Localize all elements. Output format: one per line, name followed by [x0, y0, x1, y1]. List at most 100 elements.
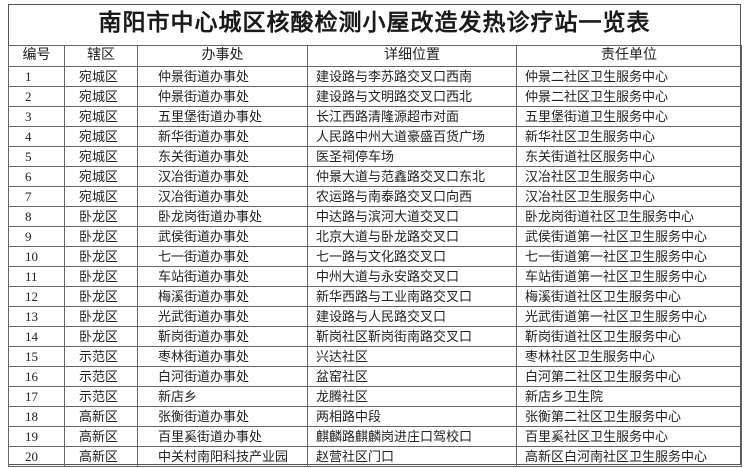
cell-number: 9 [8, 226, 65, 247]
cell-location: 北京大道与卧龙路交叉口 [307, 226, 517, 247]
cell-number: 10 [8, 246, 65, 267]
table-row: 12 卧龙区 梅溪街道办事处 新华西路与工业南路交叉口 梅溪街道社区卫生服务中心 [8, 286, 742, 307]
cell-responsible-unit: 张衡第二社区卫生服务中心 [516, 406, 742, 427]
cell-responsible-unit: 仲景二社区卫生服务中心 [516, 86, 742, 107]
cell-number: 5 [8, 146, 65, 167]
cell-location: 医圣祠停车场 [307, 146, 517, 167]
header-responsible-unit: 责任单位 [516, 45, 742, 67]
cell-location: 龙腾社区 [307, 386, 517, 407]
cell-responsible-unit: 高新区白河南社区卫生服务中心 [516, 446, 742, 467]
cell-office: 武侯街道办事处 [137, 226, 308, 247]
cell-office: 百里奚街道办事处 [137, 426, 308, 447]
cell-district: 卧龙区 [64, 226, 138, 247]
cell-responsible-unit: 靳岗街道社区卫生服务中心 [516, 326, 742, 347]
cell-location: 人民路中州大道豪盛百货广场 [307, 126, 517, 147]
cell-responsible-unit: 仲景二社区卫生服务中心 [516, 66, 742, 87]
table-header-row: 编号 辖区 办事处 详细位置 责任单位 [8, 45, 742, 67]
cell-office: 汉冶街道办事处 [137, 166, 308, 187]
cell-office: 车站街道办事处 [137, 266, 308, 287]
cell-office: 五里堡街道办事处 [137, 106, 308, 127]
cell-office: 枣林街道办事处 [137, 346, 308, 367]
table-row: 7 宛城区 汉冶街道办事处 农运路与南泰路交叉口向西 汉冶社区卫生服务中心 [8, 186, 742, 207]
cell-office: 卧龙岗街道办事处 [137, 206, 308, 227]
cell-district: 卧龙区 [64, 266, 138, 287]
cell-office: 七一街道办事处 [137, 246, 308, 267]
cell-location: 靳岗社区靳岗街南路交叉口 [307, 326, 517, 347]
cell-number: 11 [8, 266, 65, 287]
cell-office: 新店乡 [137, 386, 308, 407]
cell-location: 两相路中段 [307, 406, 517, 427]
cell-responsible-unit: 梅溪街道社区卫生服务中心 [516, 286, 742, 307]
cell-number: 12 [8, 286, 65, 307]
cell-number: 6 [8, 166, 65, 187]
stations-table: 编号 辖区 办事处 详细位置 责任单位 1 宛城区 仲景街道办事处 建设路与李苏路交叉… [8, 45, 742, 467]
cell-location: 赵营社区门口 [307, 446, 517, 467]
table-row: 5 宛城区 东关街道办事处 医圣祠停车场 东关街道社区服务中心 [8, 146, 742, 167]
cell-district: 宛城区 [64, 66, 138, 87]
cell-number: 20 [8, 446, 65, 467]
cell-district: 卧龙区 [64, 246, 138, 267]
cell-responsible-unit: 五里堡街道卫生服务中心 [516, 106, 742, 127]
header-location: 详细位置 [307, 45, 517, 67]
table-row: 10 卧龙区 七一街道办事处 七一路与文化路交叉口 七一街道第一社区卫生服务中心 [8, 246, 742, 267]
header-district: 辖区 [64, 45, 138, 67]
cell-office: 梅溪街道办事处 [137, 286, 308, 307]
cell-number: 17 [8, 386, 65, 407]
cell-location: 中州大道与永安路交叉口 [307, 266, 517, 287]
table-row: 1 宛城区 仲景街道办事处 建设路与李苏路交叉口西南 仲景二社区卫生服务中心 [8, 66, 742, 87]
cell-office: 靳岗街道办事处 [137, 326, 308, 347]
cell-responsible-unit: 武侯街道第一社区卫生服务中心 [516, 226, 742, 247]
cell-number: 1 [8, 66, 65, 87]
cell-district: 宛城区 [64, 146, 138, 167]
cell-responsible-unit: 新店乡卫生院 [516, 386, 742, 407]
table-row: 9 卧龙区 武侯街道办事处 北京大道与卧龙路交叉口 武侯街道第一社区卫生服务中心 [8, 226, 742, 247]
cell-location: 仲景大道与范鑫路交叉口东北 [307, 166, 517, 187]
cell-district: 卧龙区 [64, 206, 138, 227]
cell-district: 宛城区 [64, 186, 138, 207]
cell-number: 13 [8, 306, 65, 327]
cell-number: 3 [8, 106, 65, 127]
cell-number: 19 [8, 426, 65, 447]
cell-responsible-unit: 汉冶社区卫生服务中心 [516, 186, 742, 207]
cell-responsible-unit: 卧龙岗街道社区卫生服务中心 [516, 206, 742, 227]
cell-office: 仲景街道办事处 [137, 86, 308, 107]
table-row: 4 宛城区 新华街道办事处 人民路中州大道豪盛百货广场 新华社区卫生服务中心 [8, 126, 742, 147]
table-row: 19 高新区 百里奚街道办事处 麒麟路麒麟岗进庄口驾校口 百里奚社区卫生服务中心 [8, 426, 742, 447]
table-row: 8 卧龙区 卧龙岗街道办事处 中达路与滨河大道交叉口 卧龙岗街道社区卫生服务中心 [8, 206, 742, 227]
cell-number: 4 [8, 126, 65, 147]
cell-district: 宛城区 [64, 86, 138, 107]
cell-district: 示范区 [64, 386, 138, 407]
table-row: 6 宛城区 汉冶街道办事处 仲景大道与范鑫路交叉口东北 汉冶社区卫生服务中心 [8, 166, 742, 187]
cell-number: 7 [8, 186, 65, 207]
table-row: 17 示范区 新店乡 龙腾社区 新店乡卫生院 [8, 386, 742, 407]
cell-district: 高新区 [64, 406, 138, 427]
cell-location: 中达路与滨河大道交叉口 [307, 206, 517, 227]
cell-district: 示范区 [64, 366, 138, 387]
cell-responsible-unit: 七一街道第一社区卫生服务中心 [516, 246, 742, 267]
cell-responsible-unit: 东关街道社区服务中心 [516, 146, 742, 167]
cell-district: 宛城区 [64, 106, 138, 127]
page-title: 南阳市中心城区核酸检测小屋改造发热诊疗站一览表 [98, 10, 651, 36]
header-number: 编号 [8, 45, 65, 67]
cell-number: 2 [8, 86, 65, 107]
table-row: 2 宛城区 仲景街道办事处 建设路与文明路交叉口西北 仲景二社区卫生服务中心 [8, 86, 742, 107]
cell-district: 卧龙区 [64, 306, 138, 327]
cell-district: 示范区 [64, 346, 138, 367]
cell-location: 建设路与文明路交叉口西北 [307, 86, 517, 107]
cell-number: 18 [8, 406, 65, 427]
cell-office: 汉冶街道办事处 [137, 186, 308, 207]
cell-location: 建设路与人民路交叉口 [307, 306, 517, 327]
cell-location: 农运路与南泰路交叉口向西 [307, 186, 517, 207]
cell-district: 卧龙区 [64, 326, 138, 347]
cell-location: 盆窑社区 [307, 366, 517, 387]
table-row: 14 卧龙区 靳岗街道办事处 靳岗社区靳岗街南路交叉口 靳岗街道社区卫生服务中心 [8, 326, 742, 347]
cell-location: 七一路与文化路交叉口 [307, 246, 517, 267]
cell-district: 高新区 [64, 426, 138, 447]
table-row: 13 卧龙区 光武街道办事处 建设路与人民路交叉口 光武街道第一社区卫生服务中心 [8, 306, 742, 327]
cell-office: 新华街道办事处 [137, 126, 308, 147]
table-row: 20 高新区 中关村南阳科技产业园 赵营社区门口 高新区白河南社区卫生服务中心 [8, 446, 742, 467]
table-row: 11 卧龙区 车站街道办事处 中州大道与永安路交叉口 车站街道第一社区卫生服务中心 [8, 266, 742, 287]
cell-office: 白河街道办事处 [137, 366, 308, 387]
cell-location: 建设路与李苏路交叉口西南 [307, 66, 517, 87]
cell-location: 长江西路清隆源超市对面 [307, 106, 517, 127]
